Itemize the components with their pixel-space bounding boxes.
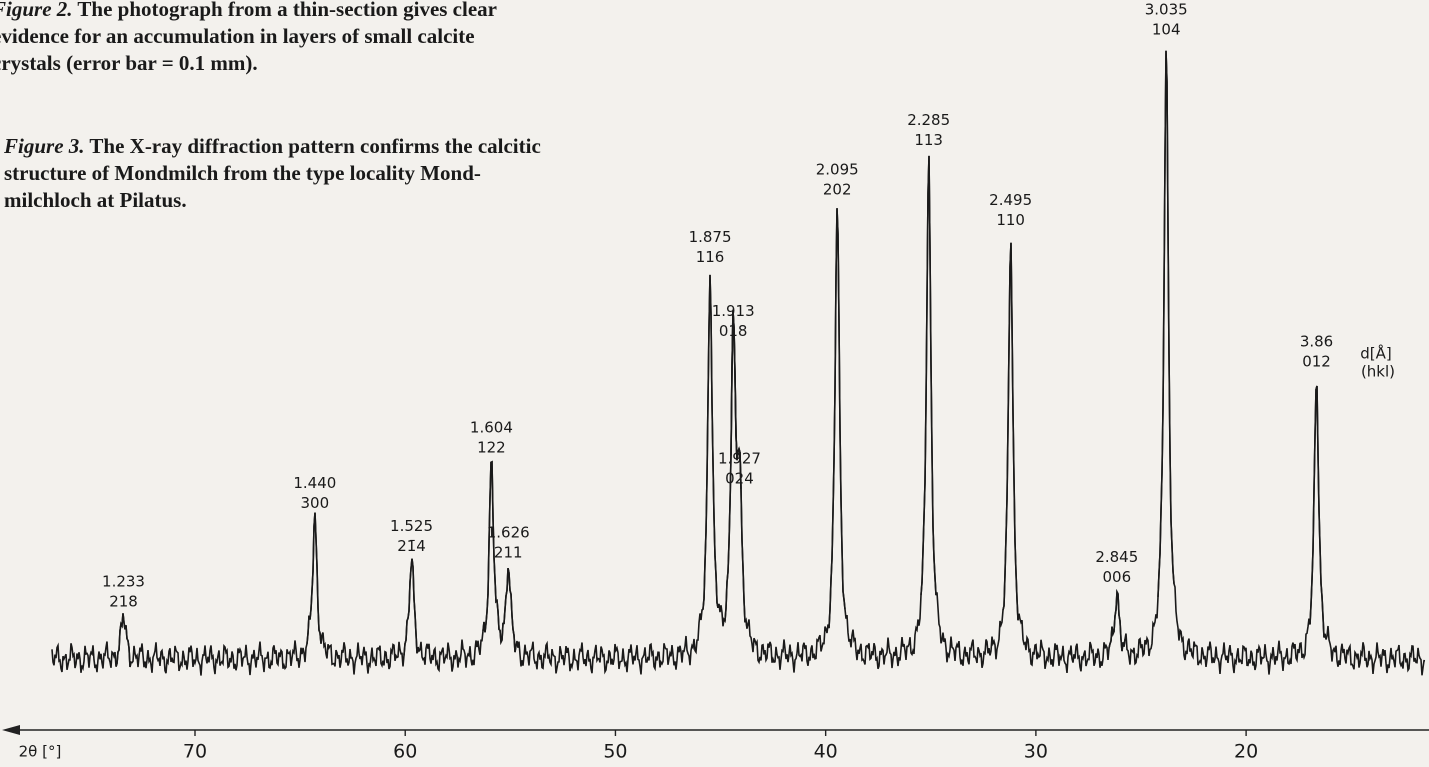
peak-hkl-label: 113 bbox=[914, 131, 943, 149]
peak-hkl-label: 21̄4 bbox=[397, 537, 426, 555]
peak bbox=[920, 155, 938, 596]
caption: Figure 3. The X-ray diffraction pattern … bbox=[4, 133, 704, 214]
peak-hkl-label: 006 bbox=[1102, 568, 1131, 586]
peak bbox=[306, 512, 324, 644]
peak bbox=[499, 568, 517, 653]
peak bbox=[701, 274, 719, 611]
caption-label: Figure 2. bbox=[0, 0, 73, 21]
peak-d-label: 1.604 bbox=[470, 419, 513, 437]
x-tick-label: 40 bbox=[814, 741, 838, 763]
peak-d-label: 3.86 bbox=[1300, 333, 1333, 351]
peak-d-label: 1.440 bbox=[293, 474, 336, 492]
peak-hkl-label: 104 bbox=[1152, 21, 1181, 39]
peak-hkl-label: 218 bbox=[109, 592, 138, 610]
caption-label: Figure 3. bbox=[4, 134, 85, 158]
peak-d-label: 1.875 bbox=[689, 228, 732, 246]
x-tick-label: 50 bbox=[603, 741, 627, 763]
x-tick-label: 70 bbox=[183, 741, 207, 763]
peak bbox=[1308, 385, 1326, 638]
peak bbox=[730, 311, 748, 629]
peak-d-label: 2.495 bbox=[989, 191, 1032, 209]
caption-line: The photograph from a thin-section gives… bbox=[77, 0, 497, 21]
legend-hkl: (hkl) bbox=[1361, 363, 1395, 381]
caption: Figure 2. The photograph from a thin-sec… bbox=[0, 0, 692, 77]
peak bbox=[403, 558, 421, 656]
peak-d-label: 3.035 bbox=[1145, 1, 1188, 19]
caption-line: crystals (error bar = 0.1 mm). bbox=[0, 51, 258, 75]
peak bbox=[482, 460, 500, 633]
peak-d-label: 1.626 bbox=[487, 523, 530, 541]
peak bbox=[1157, 50, 1175, 598]
peak-hkl-label: 110 bbox=[996, 211, 1025, 229]
x-tick-label: 30 bbox=[1024, 741, 1048, 763]
peak-hkl-label: 012 bbox=[1302, 353, 1331, 371]
peak-hkl-label: 116 bbox=[696, 248, 725, 266]
x-tick-label: 20 bbox=[1234, 741, 1258, 763]
peak bbox=[1108, 588, 1126, 652]
peak-hkl-label: 202 bbox=[823, 180, 852, 198]
peak-d-label: 1.233 bbox=[102, 572, 145, 590]
x-tick-label: 60 bbox=[393, 741, 417, 763]
caption-line: The X-ray diffraction pattern confirms t… bbox=[89, 134, 541, 158]
peak-hkl-label: 300 bbox=[301, 494, 330, 512]
trace bbox=[51, 50, 1426, 676]
peak-hkl-label: 211 bbox=[494, 543, 523, 561]
peak-hkl-label: 024 bbox=[725, 469, 754, 487]
peak-d-label: 1.913 bbox=[712, 302, 755, 320]
peak bbox=[115, 613, 133, 668]
peak-d-label: 2.095 bbox=[816, 160, 859, 178]
caption-line: evidence for an accumulation in layers o… bbox=[0, 24, 475, 48]
peak-d-label: 2.845 bbox=[1095, 548, 1138, 566]
peak-d-label: 1.525 bbox=[390, 517, 433, 535]
peak-d-label: 2.285 bbox=[907, 111, 950, 129]
peak bbox=[828, 208, 846, 629]
peak-d-label: 1.927 bbox=[718, 449, 761, 467]
caption-line: milchloch at Pilatus. bbox=[4, 188, 187, 212]
legend-d: d[Å] bbox=[1360, 344, 1392, 363]
x-axis-label: 2θ [°] bbox=[19, 743, 62, 761]
peak-hkl-label: 122 bbox=[477, 439, 506, 457]
caption-line: structure of Mondmilch from the type loc… bbox=[4, 161, 481, 185]
axis-arrow bbox=[2, 725, 20, 735]
peak bbox=[1002, 242, 1020, 621]
